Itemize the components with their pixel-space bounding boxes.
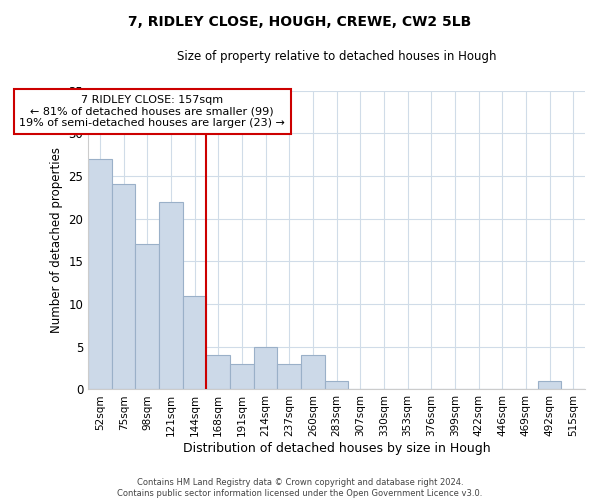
Bar	[206, 356, 230, 390]
Bar	[88, 159, 112, 390]
X-axis label: Distribution of detached houses by size in Hough: Distribution of detached houses by size …	[183, 442, 490, 455]
Title: Size of property relative to detached houses in Hough: Size of property relative to detached ho…	[177, 50, 496, 63]
Bar	[325, 381, 349, 390]
Bar	[538, 381, 562, 390]
Bar	[230, 364, 254, 390]
Bar	[183, 296, 206, 390]
Bar	[301, 356, 325, 390]
Bar	[277, 364, 301, 390]
Bar	[112, 184, 136, 390]
Text: Contains HM Land Registry data © Crown copyright and database right 2024.
Contai: Contains HM Land Registry data © Crown c…	[118, 478, 482, 498]
Text: 7 RIDLEY CLOSE: 157sqm
← 81% of detached houses are smaller (99)
19% of semi-det: 7 RIDLEY CLOSE: 157sqm ← 81% of detached…	[19, 95, 285, 128]
Bar	[136, 244, 159, 390]
Text: 7, RIDLEY CLOSE, HOUGH, CREWE, CW2 5LB: 7, RIDLEY CLOSE, HOUGH, CREWE, CW2 5LB	[128, 15, 472, 29]
Bar	[254, 347, 277, 390]
Bar	[159, 202, 183, 390]
Y-axis label: Number of detached properties: Number of detached properties	[50, 147, 63, 333]
